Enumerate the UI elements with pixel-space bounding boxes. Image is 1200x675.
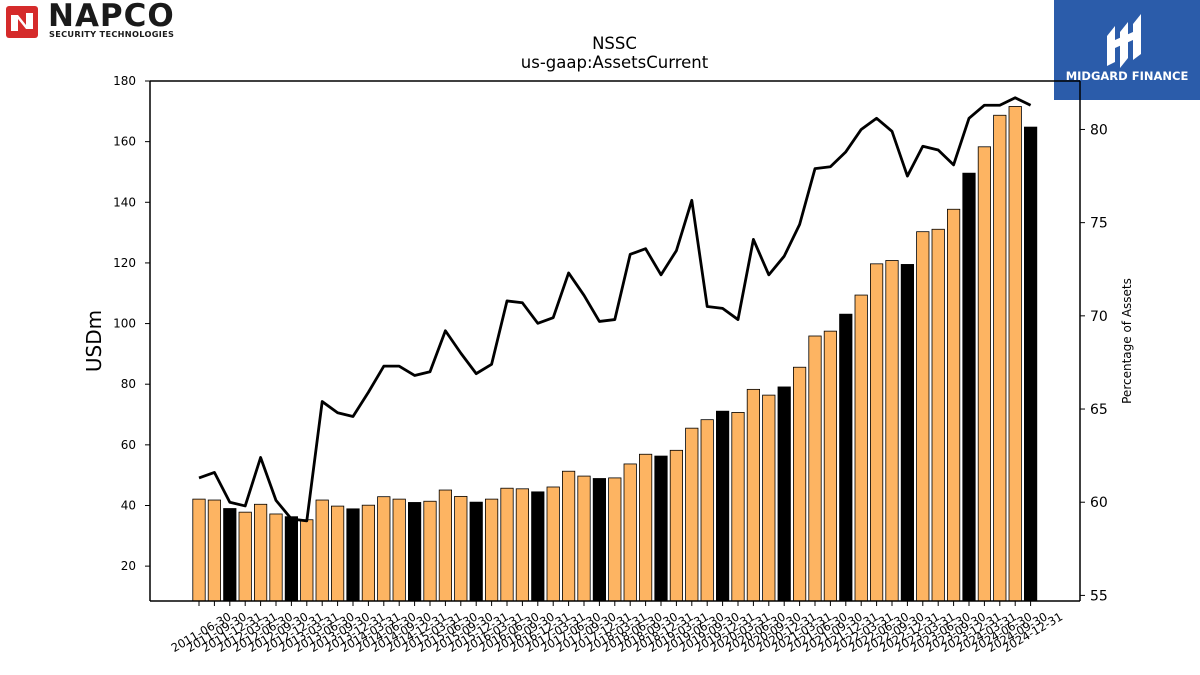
- chart-subtitle: us-gaap:AssetsCurrent: [521, 53, 709, 72]
- y2-tick-label: 55: [1090, 588, 1108, 604]
- bar-2014-06-30: [377, 496, 391, 602]
- bar-2022-06-30: [870, 263, 884, 602]
- napco-logo: NAPCO SECURITY TECHNOLOGIES: [4, 0, 214, 40]
- bar-2018-12-31: [654, 455, 668, 602]
- bar-2017-03-31: [546, 486, 560, 602]
- bar-2016-12-31: [531, 491, 545, 602]
- bar-2023-12-31: [962, 172, 976, 602]
- axes: 204060801001201401601805560657075802011-…: [113, 74, 1108, 655]
- bar-2021-06-30: [808, 335, 822, 602]
- y-tick-label: 180: [113, 74, 136, 88]
- percentage-line: [198, 96, 1032, 523]
- bar-2020-06-30: [746, 388, 761, 602]
- bar-2019-12-31: [716, 410, 730, 602]
- bar-2012-06-30: [253, 503, 268, 602]
- bar-2014-12-31: [407, 502, 422, 602]
- bar-2013-03-31: [300, 519, 314, 602]
- y-tick-label: 160: [113, 135, 136, 149]
- y-tick-label: 80: [121, 377, 136, 391]
- bar-2019-09-30: [700, 419, 714, 602]
- bar-2015-09-30: [454, 495, 468, 602]
- bar-2018-03-31: [608, 477, 622, 602]
- line-series-group: [198, 96, 1032, 523]
- y-tick-label: 100: [113, 317, 136, 331]
- bar-2018-06-30: [623, 463, 637, 602]
- bar-2017-06-30: [562, 470, 576, 602]
- bar-2018-09-30: [639, 453, 653, 602]
- bar-2019-03-31: [669, 449, 684, 602]
- y-tick-label: 140: [113, 195, 136, 209]
- y2-axis-label: Percentage of Assets: [1120, 278, 1134, 404]
- y2-tick-label: 65: [1090, 402, 1108, 418]
- bar-2017-09-30: [577, 475, 591, 602]
- bar-2012-09-30: [269, 513, 283, 602]
- bar-2024-06-30: [993, 114, 1007, 602]
- bar-2012-03-31: [238, 511, 252, 602]
- bar-2011-06-30: [192, 498, 206, 602]
- bar-2015-03-31: [423, 500, 437, 602]
- bar-2020-12-31: [777, 386, 791, 602]
- bar-2016-06-30: [500, 487, 514, 602]
- bar-2015-12-31: [469, 501, 483, 602]
- bar-2020-03-31: [731, 412, 745, 602]
- bar-2013-09-30: [330, 505, 345, 602]
- y2-tick-label: 70: [1090, 309, 1108, 325]
- bar-2016-09-30: [515, 488, 530, 602]
- bar-2014-09-30: [392, 498, 406, 602]
- bar-2022-09-30: [885, 260, 899, 602]
- midgard-name: MIDGARD FINANCE: [1065, 69, 1189, 83]
- bar-2024-09-30: [1008, 106, 1022, 602]
- chart-title: NSSC: [592, 34, 637, 53]
- midgard-mark-icon: [1107, 14, 1141, 68]
- y-tick-label: 40: [121, 498, 136, 512]
- bar-2024-03-31: [977, 146, 992, 602]
- bar-2017-12-31: [592, 478, 607, 602]
- bar-2016-03-31: [484, 498, 499, 602]
- bar-2023-06-30: [931, 228, 945, 602]
- y2-tick-label: 80: [1090, 122, 1108, 138]
- y-tick-label: 20: [121, 559, 136, 573]
- y2-tick-label: 60: [1090, 495, 1108, 511]
- bar-2023-09-30: [947, 208, 961, 602]
- napco-tagline: SECURITY TECHNOLOGIES: [49, 29, 175, 39]
- bar-2022-12-31: [900, 264, 915, 602]
- napco-mark-icon: [6, 6, 38, 38]
- bar-2013-12-31: [346, 508, 360, 602]
- bar-2023-03-31: [916, 231, 930, 602]
- y2-tick-label: 75: [1090, 216, 1108, 232]
- midgard-logo: MIDGARD FINANCE: [1054, 0, 1200, 100]
- bar-2011-09-30: [207, 499, 221, 602]
- bar-2022-03-31: [854, 294, 868, 602]
- bar-2021-09-30: [823, 330, 838, 602]
- bar-2021-03-31: [793, 366, 807, 602]
- bar-2015-06-30: [438, 489, 453, 602]
- napco-name: NAPCO: [48, 0, 175, 34]
- bar-2019-06-30: [685, 427, 699, 602]
- y-tick-label: 120: [113, 256, 136, 270]
- bar-2011-12-31: [223, 508, 237, 602]
- bar-2020-09-30: [762, 394, 776, 602]
- bar-2014-03-31: [361, 504, 376, 602]
- bar-2013-06-30: [315, 499, 329, 602]
- bar-2024-12-31: [1024, 126, 1038, 602]
- y-axis-label: USDm: [82, 310, 106, 372]
- bar-series: [192, 106, 1038, 602]
- y-tick-label: 60: [121, 438, 136, 452]
- bar-2021-12-31: [839, 313, 853, 602]
- bar-2012-12-31: [284, 516, 299, 602]
